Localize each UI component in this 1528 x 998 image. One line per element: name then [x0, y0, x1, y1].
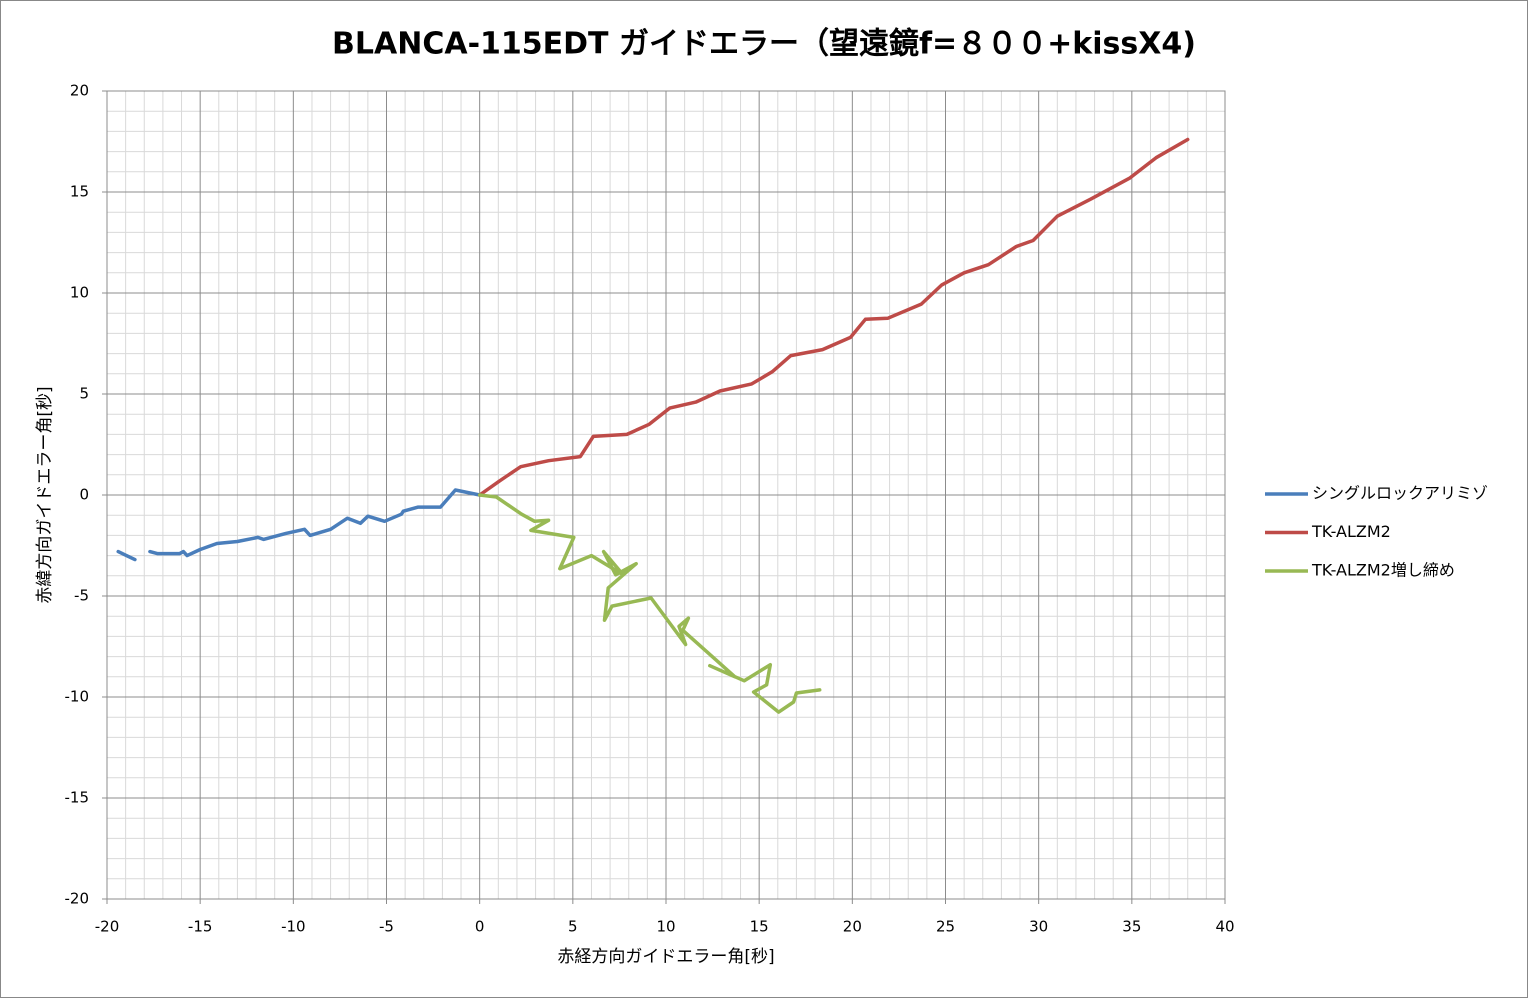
y-tick-label: 20	[70, 82, 89, 100]
y-axis-title: 赤緯方向ガイドエラー角[秒]	[35, 386, 55, 603]
x-tick-label: 20	[843, 918, 862, 936]
data-line	[477, 493, 822, 714]
x-tick-label: -20	[95, 918, 120, 936]
x-tick-label: 30	[1029, 918, 1048, 936]
x-tick-label: 5	[568, 918, 578, 936]
x-tick-label: 35	[1122, 918, 1141, 936]
y-tick-label: 5	[79, 385, 89, 403]
x-tick-label: 15	[750, 918, 769, 936]
y-tick-label: 15	[70, 183, 89, 201]
y-tick-label: -10	[65, 688, 90, 706]
x-axis-title: 赤経方向ガイドエラー角[秒]	[557, 947, 774, 967]
x-tick-label: 10	[656, 918, 675, 936]
data-line	[477, 137, 1190, 497]
y-tick-label: -15	[65, 789, 90, 807]
x-tick-label: -10	[281, 918, 306, 936]
legend-label: TK-ALZM2増し締め	[1311, 561, 1455, 580]
y-tick-label: 0	[79, 486, 89, 504]
y-tick-label: -5	[74, 587, 89, 605]
x-tick-label: -15	[188, 918, 213, 936]
plot-frame	[106, 90, 1226, 900]
chart-title: BLANCA-115EDT ガイドエラー（望遠鏡f=８００+kissX4)	[332, 27, 1196, 62]
data-line	[116, 488, 482, 562]
legend-label: TK-ALZM2	[1311, 522, 1391, 541]
x-tick-label: 40	[1215, 918, 1234, 936]
x-tick-label: -5	[379, 918, 394, 936]
y-tick-label: -20	[65, 890, 90, 908]
x-tick-label: 0	[475, 918, 485, 936]
x-tick-label: 25	[936, 918, 955, 936]
legend-label: シングルロックアリミゾ	[1312, 484, 1488, 503]
y-tick-label: 10	[70, 284, 89, 302]
